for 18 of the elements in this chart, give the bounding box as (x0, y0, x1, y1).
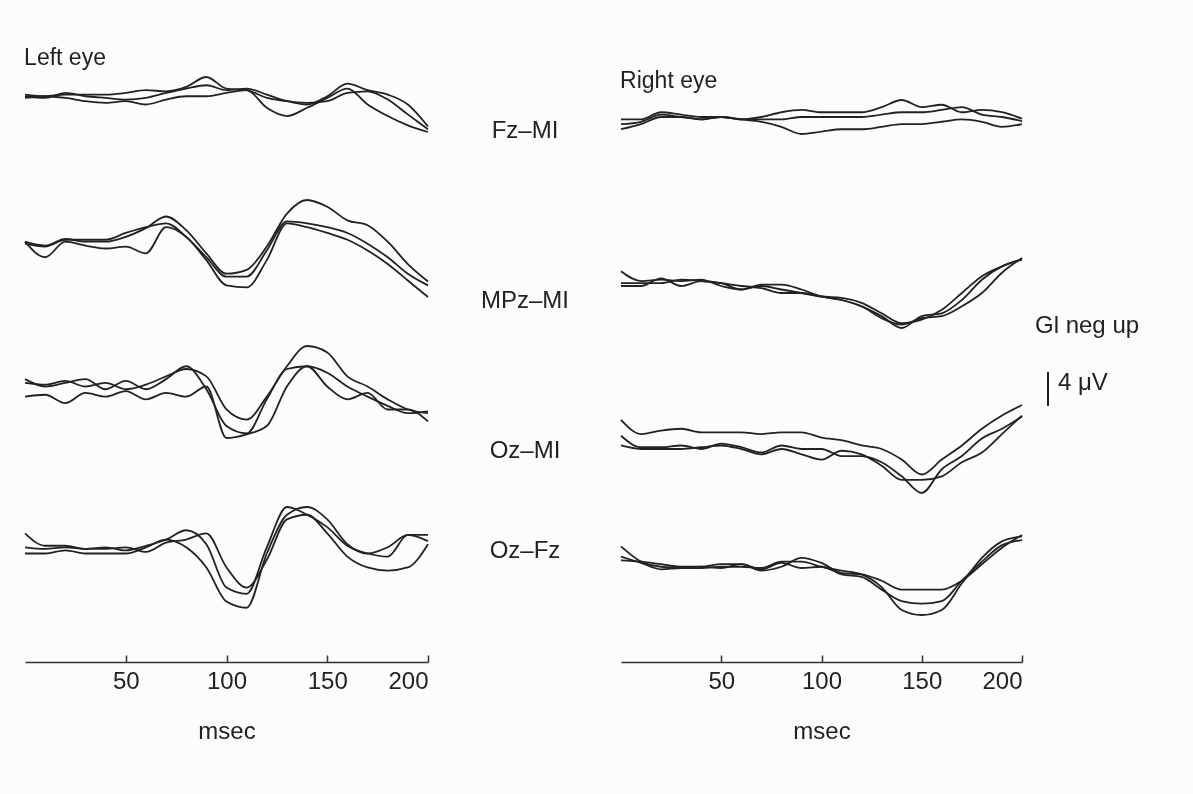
text: Oz–Fz (489, 536, 561, 564)
x-tick-label: 200 (388, 666, 429, 694)
x-axis-title: msec (198, 716, 256, 744)
text: Oz–MI (489, 436, 561, 464)
x-tick-label: 50 (112, 666, 140, 694)
x-tick-label: 100 (206, 666, 248, 694)
x-tick-label: 100 (801, 666, 843, 694)
chart-title: Right eye (620, 67, 718, 94)
text: Fz–MI (491, 116, 559, 144)
text: MPz–MI (480, 286, 570, 314)
x-tick-label: 50 (708, 666, 736, 694)
chart-title: Left eye (24, 44, 106, 71)
x-axis-title: msec (793, 716, 851, 744)
text: Gl neg up (1035, 311, 1140, 339)
x-tick-label: 150 (902, 666, 943, 694)
text: 4 μV (1058, 368, 1108, 396)
x-tick-label: 200 (982, 666, 1023, 694)
x-tick-label: 150 (307, 666, 348, 694)
